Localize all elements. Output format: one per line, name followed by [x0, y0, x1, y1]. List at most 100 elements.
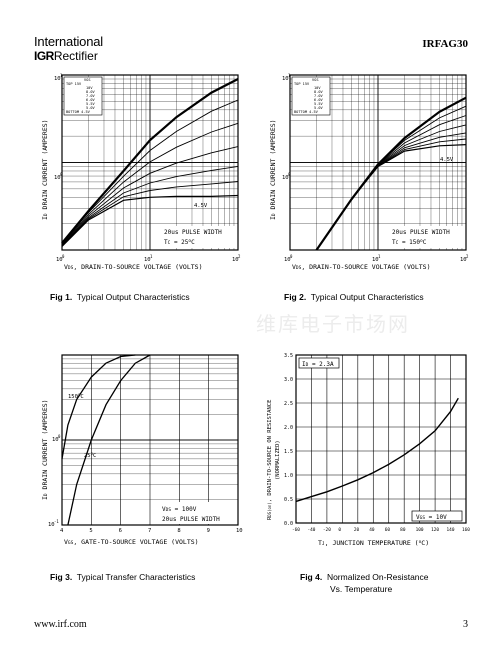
svg-text:VGS = 10V: VGS = 10V [416, 514, 447, 521]
fig3-x-tick-10: 10 [236, 528, 243, 534]
fig3-x-tick-8: 8 [177, 528, 180, 534]
fig2-annot-4.5v: 4.5V [440, 157, 454, 163]
fig1-x-tick-3-exp: 2 [238, 254, 241, 259]
fig4-y-tick-1: 0.5 [284, 497, 293, 503]
fig1-y-tick-mid-exp: 0 [60, 172, 63, 177]
fig2-x-tick-2: 10 [372, 257, 379, 263]
fig2-legend-item-7: 5.0V [314, 106, 323, 110]
fig2-conditions-box: 20us PULSE WIDTH TC = 150oC [388, 226, 464, 248]
fig4-y-tick-2: 1.0 [284, 473, 293, 479]
fig2-grid [289, 74, 467, 251]
fig4-x-tick-11: 160 [462, 527, 470, 533]
svg-text:20us PULSE WIDTH: 20us PULSE WIDTH [164, 229, 222, 236]
fig1-legend-item-1: TOP 15V [66, 82, 82, 86]
fig2-legend-item-1: TOP 15V [294, 82, 310, 86]
fig3-caption-text: Typical Transfer Characteristics [76, 572, 196, 582]
svg-text:ID = 2.3A: ID = 2.3A [302, 361, 334, 368]
watermark: 维库电子市场网 [256, 312, 410, 336]
fig4-x-tick-2: -20 [323, 527, 331, 533]
fig4-x-tick-0: -60 [292, 527, 300, 533]
fig4-annot-id: ID = 2.3A [298, 357, 340, 369]
fig3-caption-num: Fig 3. [50, 572, 73, 582]
fig4-caption-text-1: Normalized On-Resistance [326, 572, 429, 582]
fig2-y-tick-mid: 10 [282, 175, 289, 181]
fig3-curve-0 [61, 354, 136, 460]
fig1-curve-mid-5 [61, 181, 239, 247]
company-logo: IGRRectifier [34, 49, 98, 63]
fig3-y-tick-mid-exp: 0 [58, 434, 61, 439]
svg-text:TC = 25oC: TC = 25oC [164, 239, 195, 246]
fig1-x-tick-1: 10 [56, 257, 63, 263]
fig1-xlabel: VDS, DRAIN-TO-SOURCE VOLTAGE (VOLTS) [64, 263, 202, 271]
fig1-legend-item-6: 5.5V [86, 102, 95, 106]
brand-mark: IGR [34, 49, 54, 63]
fig1-caption-num: Fig 1. [50, 292, 73, 302]
svg-text:20us PULSE WIDTH: 20us PULSE WIDTH [162, 516, 220, 523]
fig1-legend-item-7: 5.0V [86, 106, 95, 110]
fig3-x-tick-9: 9 [207, 528, 210, 534]
fig4-x-tick-1: -40 [307, 527, 315, 533]
fig2-y-tick-top: 10 [282, 76, 289, 82]
fig2-x-tick-3: 10 [460, 257, 467, 263]
fig2-curve-4.5v [316, 144, 467, 251]
fig4-chart: 0.0 0.5 1.0 1.5 2.0 2.5 3.0 3.5 -60 -40 -20 0 20 40 6… [267, 353, 470, 547]
fig4-annot-vgs: VGS = 10V [411, 510, 463, 522]
fig4-x-tick-7: 80 [400, 527, 406, 533]
fig4-x-tick-10: 140 [447, 527, 455, 533]
fig4-xlabel: TJ, JUNCTION TEMPERATURE (oC) [318, 539, 429, 547]
fig3-annot-25c: 25oC [84, 451, 96, 459]
fig3-y-tick-bot-exp: -1 [54, 519, 59, 524]
fig1-legend-item-2: 10V [86, 86, 93, 90]
fig2-legend-item-3: 8.0V [314, 90, 323, 94]
fig3-x-tick-4: 4 [60, 528, 64, 534]
fig3-x-ticks: 4 5 6 7 8 9 10 [60, 528, 243, 534]
company-name: International [34, 34, 103, 49]
fig3-curve-1 [67, 354, 151, 526]
fig2-caption-num: Fig 2. [284, 292, 307, 302]
fig1-y-tick-mid: 10 [54, 175, 61, 181]
fig4-y-tick-4: 2.0 [284, 425, 293, 431]
fig1-y-tick-top: 10 [54, 76, 61, 82]
fig4-y-tick-7: 3.5 [284, 353, 293, 359]
fig2-ylabel: ID DRAIN CURRENT (AMPERES) [269, 119, 277, 220]
company-name-line2: Rectifier [53, 49, 98, 63]
svg-text:20us PULSE WIDTH: 20us PULSE WIDTH [392, 229, 450, 236]
fig4-plot-frame [295, 354, 467, 524]
fig4-grid [295, 354, 467, 524]
fig3-xlabel: VGS, GATE-TO-SOURCE VOLTAGE (VOLTS) [64, 538, 199, 546]
fig2-legend-item-8: BOTTOM 4.5V [294, 110, 319, 114]
fig2-caption: Fig 2. Typical Output Characteristics [284, 292, 424, 302]
svg-text:TC = 150oC: TC = 150oC [392, 239, 427, 246]
fig1-series [61, 78, 239, 247]
fig3-y-tick-bot: 10 [48, 522, 55, 528]
fig1-x-tick-2-exp: 1 [150, 254, 153, 259]
fig3-x-tick-5: 5 [89, 528, 92, 534]
fig4-y-ticks: 0.0 0.5 1.0 1.5 2.0 2.5 3.0 3.5 [284, 353, 293, 527]
fig2-legend-item-4: 7.0V [314, 94, 323, 98]
fig4-x-tick-5: 40 [369, 527, 375, 533]
fig4-y-tick-0: 0.0 [284, 521, 293, 527]
fig1-caption-text: Typical Output Characteristics [76, 292, 190, 302]
fig1-x-tick-3: 10 [232, 257, 239, 263]
fig4-series [295, 397, 459, 503]
fig4-x-tick-6: 60 [385, 527, 391, 533]
fig2-x-tick-1-exp: 0 [290, 254, 293, 259]
fig1-curve-mid-3 [61, 146, 239, 246]
fig2-xlabel: VDS, DRAIN-TO-SOURCE VOLTAGE (VOLTS) [292, 263, 430, 271]
fig2-legend-item-0: VGS [312, 78, 319, 82]
fig4-curve [295, 397, 459, 503]
fig4-x-tick-3: 0 [338, 527, 341, 533]
fig3-conditions-box: VDS = 100V 20us PULSE WIDTH [158, 502, 236, 524]
fig2-x-tick-2-exp: 1 [378, 254, 381, 259]
svg-text:VDS = 100V: VDS = 100V [162, 506, 197, 513]
fig1-y-tick-top-exp: 1 [60, 73, 63, 78]
fig4-y-tick-6: 3.0 [284, 377, 293, 383]
fig1-curve-top [61, 78, 239, 244]
fig4-x-tick-9: 120 [431, 527, 439, 533]
fig1-legend-item-5: 6.0V [86, 98, 95, 102]
fig3-chart: 10 0 10 -1 4 5 6 7 8 9 10 ID DRAIN CURRENT (AM… [41, 354, 243, 546]
fig1-legend-item-4: 7.0V [86, 94, 95, 98]
